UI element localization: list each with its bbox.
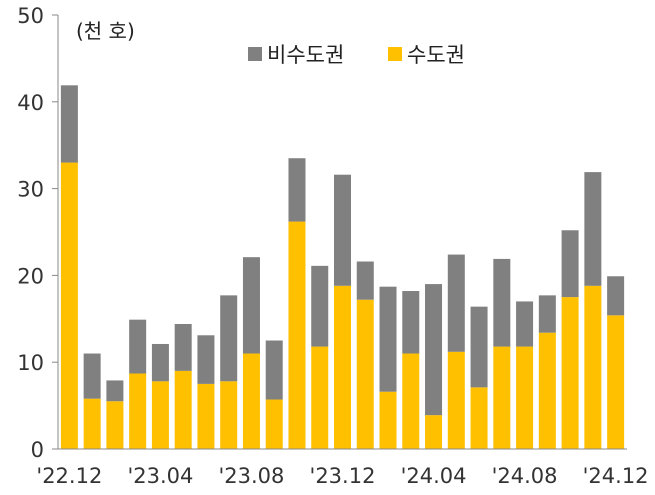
y-tick-label: 50 [17,4,44,28]
y-tick-label: 10 [17,351,44,375]
bar-capital-24.03 [402,353,420,449]
bar-capital-23.11 [311,346,329,449]
bar-capital-23.09 [265,399,283,449]
bar-non-capital-24.08 [516,301,534,347]
bar-non-capital-24.02 [379,286,397,392]
x-tick-label: '24.08 [492,464,558,488]
bar-non-capital-23.06 [197,335,215,384]
bar-capital-24.04 [425,415,443,449]
bar-non-capital-23.03 [129,319,147,374]
bars [60,85,625,449]
bar-non-capital-23.04 [151,343,169,382]
bar-capital-24.01 [356,299,374,449]
bar-non-capital-24.07 [493,258,511,347]
bar-capital-23.10 [288,221,306,449]
bar-capital-23.04 [151,381,169,449]
y-axis: 0 10 20 30 40 50 [17,4,59,462]
bar-capital-24.10 [561,297,579,449]
bar-non-capital-23.09 [265,340,283,400]
bar-capital-23.03 [129,373,147,449]
bar-non-capital-24.03 [402,291,420,354]
bar-capital-23.01 [83,398,101,449]
legend-swatch [248,47,262,61]
legend-label: 수도권 [407,43,465,67]
bar-capital-23.06 [197,383,215,449]
bar-non-capital-23.12 [334,174,351,286]
bar-non-capital-23.11 [311,265,329,347]
y-tick-label: 40 [17,91,44,115]
bar-non-capital-23.07 [220,295,238,382]
bar-capital-23.12 [334,285,351,449]
bar-non-capital-23.08 [242,257,260,354]
bar-capital-24.06 [470,387,488,449]
bar-non-capital-24.01 [356,261,374,300]
bar-non-capital-24.10 [561,230,579,298]
x-tick-label: '23.12 [310,464,376,488]
bar-non-capital-23.10 [288,158,306,222]
bar-capital-23.08 [242,353,260,449]
y-tick-label: 0 [31,438,44,462]
bar-capital-24.09 [538,332,556,449]
bar-non-capital-22.12 [60,85,78,163]
bar-capital-24.08 [516,346,534,449]
bar-capital-24.11 [584,285,602,449]
unit-label: (천 호) [76,19,135,43]
x-tick-label: '22.12 [36,464,102,488]
y-tick-label: 30 [17,178,44,202]
bar-non-capital-24.05 [447,254,465,352]
bar-capital-23.05 [174,370,192,449]
legend-swatch [388,47,402,61]
x-tick-label: '23.08 [219,464,285,488]
bar-non-capital-23.01 [83,353,101,399]
bar-non-capital-23.05 [174,324,192,371]
y-tick-label: 20 [17,264,44,288]
legend: 비수도권 수도권 [248,43,465,67]
x-tick-label: '24.12 [583,464,649,488]
bar-non-capital-24.09 [538,295,556,333]
bar-capital-23.02 [106,401,124,449]
bar-non-capital-24.11 [584,172,602,286]
bar-capital-24.05 [447,351,465,449]
bar-non-capital-24.12 [607,276,625,316]
bar-non-capital-24.06 [470,306,488,388]
bar-non-capital-23.02 [106,380,124,402]
x-tick-label: '24.04 [401,464,467,488]
bar-capital-24.12 [607,315,625,449]
bar-non-capital-24.04 [425,284,443,416]
bar-capital-24.02 [379,391,397,449]
x-tick-label: '23.04 [127,464,193,488]
bar-capital-22.12 [60,162,78,449]
bar-capital-24.07 [493,346,511,449]
legend-label: 비수도권 [267,43,344,67]
x-axis: '22.12 '23.04 '23.08 '23.12 '24.04 '24.08 '24.… [36,448,649,488]
bar-capital-23.07 [220,381,238,449]
